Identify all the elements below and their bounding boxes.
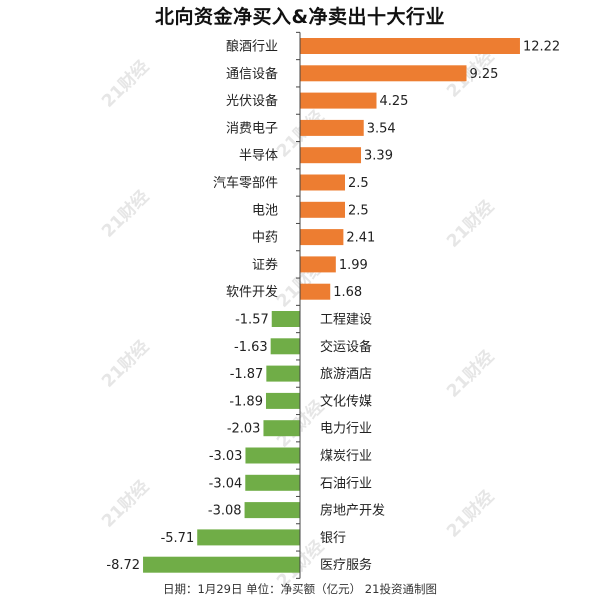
category-label: 汽车零部件 [213, 175, 278, 191]
bar [300, 174, 345, 191]
data-label: 3.39 [364, 149, 393, 164]
category-label: 银行 [320, 531, 346, 546]
data-label: -3.04 [209, 476, 243, 491]
category-label: 酿酒行业 [226, 39, 278, 55]
bar [300, 38, 520, 54]
category-label: 通信设备 [226, 66, 278, 82]
data-label: 1.68 [333, 285, 362, 300]
category-label: 文化传媒 [320, 394, 372, 409]
data-label: 4.25 [380, 94, 409, 109]
bar [245, 474, 300, 491]
bar [197, 529, 300, 546]
bar [300, 229, 344, 246]
category-label: 旅游酒店 [320, 367, 372, 382]
bar [244, 502, 300, 519]
category-label: 软件开发 [226, 284, 278, 300]
category-label: 半导体 [239, 149, 278, 164]
bar [300, 201, 345, 218]
bar [300, 92, 377, 109]
data-label: 2.41 [346, 231, 375, 246]
bar [300, 147, 362, 164]
data-label: -5.71 [161, 531, 195, 546]
category-label: 证券 [252, 257, 278, 273]
data-label: -1.57 [235, 313, 269, 328]
data-label: -2.03 [227, 422, 261, 437]
chart-title: 北向资金净买入&净卖出十大行业 [154, 6, 446, 28]
category-label: 消费电子 [226, 121, 278, 136]
category-label: 电力行业 [320, 422, 372, 437]
category-label: 电池 [252, 203, 278, 218]
data-label: 2.5 [348, 203, 369, 218]
bar [265, 392, 300, 409]
category-label: 房地产开发 [320, 503, 385, 519]
bar [245, 447, 300, 464]
bar [300, 65, 467, 82]
category-label: 中药 [252, 231, 278, 246]
data-label: -1.63 [234, 340, 268, 355]
category-label: 光伏设备 [226, 93, 278, 109]
data-label: -3.08 [208, 504, 242, 519]
data-label: 3.54 [367, 121, 396, 136]
category-label: 工程建设 [320, 313, 372, 328]
bar [300, 256, 336, 273]
bar [263, 420, 300, 437]
bar [143, 556, 300, 573]
bar [266, 365, 300, 382]
data-label: 2.5 [348, 176, 369, 191]
category-label: 交运设备 [320, 339, 372, 355]
chart-footer: 日期：1月29日 单位：净买额（亿元） 21投资通制图 [163, 582, 437, 596]
bar [300, 283, 331, 300]
data-label: 1.99 [339, 258, 368, 273]
category-label: 石油行业 [320, 476, 372, 491]
data-label: -8.72 [106, 558, 140, 573]
data-label: -1.89 [229, 394, 263, 409]
bar [271, 311, 300, 327]
category-label: 医疗服务 [320, 557, 372, 573]
bar [270, 338, 300, 355]
data-label: -1.87 [230, 367, 264, 382]
data-label: 9.25 [470, 67, 499, 82]
data-label: -3.03 [209, 449, 243, 464]
bar [300, 119, 364, 136]
category-label: 煤炭行业 [320, 449, 372, 464]
data-label: 12.22 [523, 40, 560, 55]
